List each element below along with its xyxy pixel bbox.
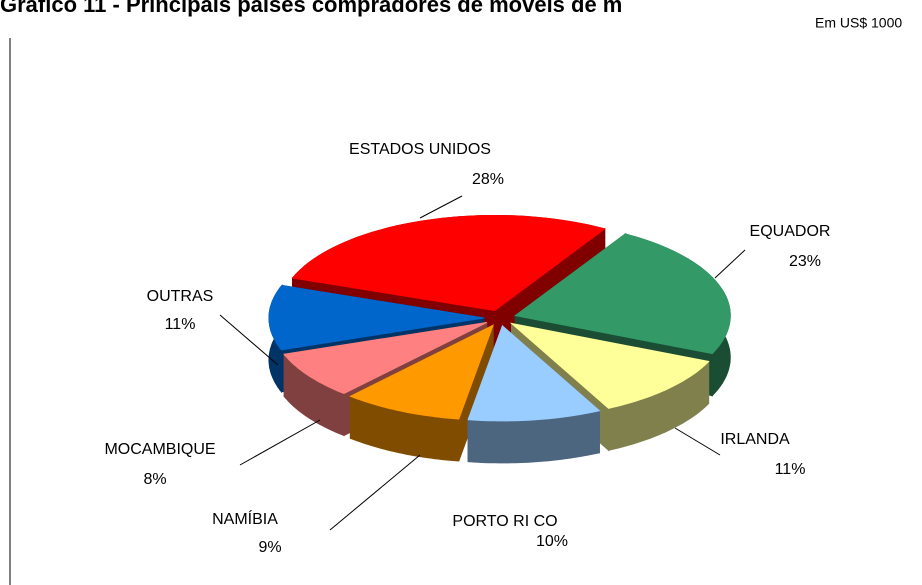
- leader-line: [239, 419, 321, 466]
- slice: [467, 325, 601, 422]
- value-label: 11%: [165, 316, 196, 333]
- leader-line: [419, 195, 463, 219]
- slice: [509, 322, 710, 409]
- leader-line: [329, 454, 421, 531]
- leader-line: [674, 427, 721, 456]
- leader-line: [219, 314, 279, 366]
- slice-label: PORTO RI CO: [452, 513, 557, 530]
- slice: [349, 324, 495, 420]
- value-label: 28%: [472, 171, 504, 188]
- slice: [513, 233, 731, 355]
- slice-label: OUTRAS: [147, 288, 214, 305]
- slice: [268, 284, 485, 351]
- value-label: 9%: [258, 539, 281, 556]
- slice-label: MOCAMBIQUE: [104, 441, 215, 458]
- slice-label: NAMÍBIA: [212, 509, 278, 528]
- slice: [283, 322, 487, 395]
- value-label: 10%: [536, 533, 568, 550]
- chart-subtitle: Em US$ 1000: [815, 15, 902, 31]
- slice-label: ESTADOS UNIDOS: [349, 141, 491, 158]
- slice-label: IRLANDA: [720, 431, 790, 448]
- value-label: 11%: [775, 461, 806, 478]
- chart-title: Gráfico 11 - Principais países comprador…: [0, 0, 622, 17]
- leader-line: [714, 249, 746, 279]
- slice: [291, 215, 606, 312]
- value-label: 23%: [789, 253, 821, 270]
- value-label: 8%: [143, 471, 166, 488]
- slice-label: EQUADOR: [750, 223, 831, 240]
